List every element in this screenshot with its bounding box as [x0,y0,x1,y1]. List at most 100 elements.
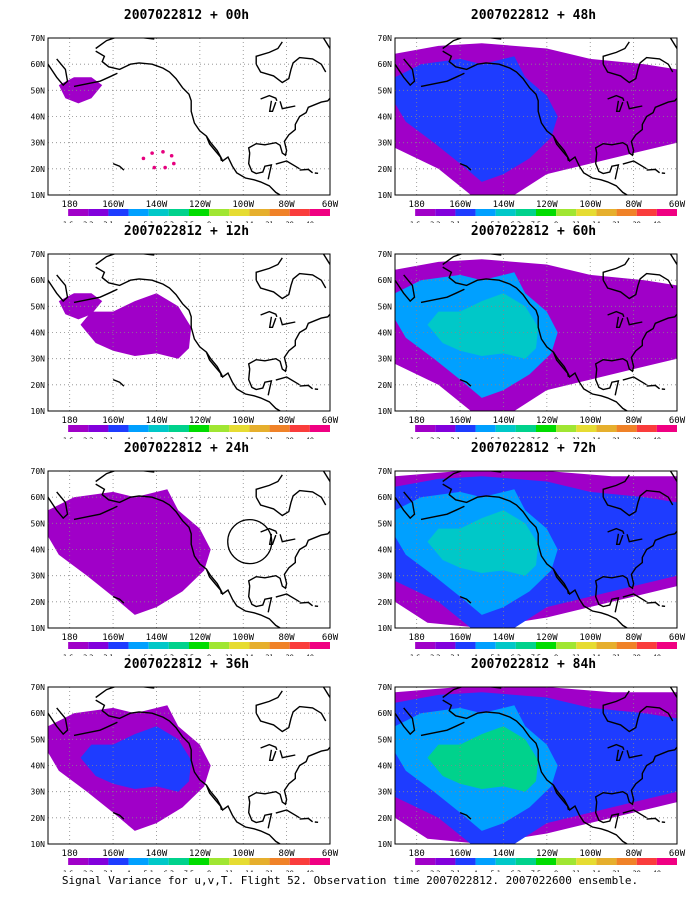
colorbar-label: 1.6 [410,220,420,223]
colorbar-swatch [435,209,456,216]
colorbar-swatch [48,858,69,865]
longitude-label: 180 [62,416,78,426]
longitude-label: 140W [493,200,515,210]
colorbar-label: 1.6 [410,653,420,656]
forecast-panel: 2007022812 + 00h 70N 60N 50N 40N 30N 20N 10N 180… [14,8,359,223]
colorbar-label: 29 [286,653,294,656]
figure-caption: Signal Variance for u,v,T. Flight 52. Ob… [61,874,639,887]
latitude-label: 10N [31,840,46,849]
longitude-label: 80W [278,200,295,210]
colorbar-swatch [415,858,436,865]
colorbar-label: 6.3 [511,653,521,656]
latitude-label: 70N [378,683,393,692]
coastline [205,784,223,811]
colorbar-swatch [309,858,330,865]
colorbar-swatch [656,425,677,432]
colorbar-swatch [395,425,416,432]
colorbar-label: 29 [633,220,641,223]
colorbar-swatch [269,209,290,216]
latitude-label: 50N [31,735,46,744]
coastline [646,384,661,390]
latitude-label: 60N [378,493,393,502]
colorbar-label: 11 [225,869,233,872]
colorbar-swatch [209,209,230,216]
latitude-label: 60N [31,709,46,718]
coastline [322,254,330,265]
coastline [594,802,620,829]
coastline [420,721,465,737]
coastline [395,274,416,303]
coastline [615,100,624,113]
longitude-label: 60W [322,200,339,210]
longitude-label: 60W [322,416,339,426]
colorbar-swatch [636,425,657,432]
colorbar-label: 40 [653,436,661,439]
colorbar-label: 14 [592,436,600,439]
latitude-label: 70N [31,467,46,476]
colorbar-swatch [289,425,310,432]
latitude-label: 10N [378,624,393,633]
coastline [279,317,296,326]
coastline [255,41,283,65]
coastline [48,274,69,303]
variance-contour [395,56,558,182]
coastline [73,72,118,88]
colorbar-label: 9 [554,869,558,872]
colorbar-swatch [289,642,310,649]
colorbar-label: 21 [612,653,620,656]
variance-map: 70N 60N 50N 40N 30N 20N 10N 180 160W 140W 120W 100W… [378,250,686,439]
colorbar-swatch [616,209,637,216]
coastline [299,384,314,390]
variance-contour [48,489,211,615]
longitude-label: 120W [536,633,558,643]
colorbar-label: 3.1 [450,869,460,872]
colorbar-swatch [616,858,637,865]
colorbar-label: 4 [127,220,131,223]
colorbar-label: 14 [245,220,253,223]
coastline [626,534,643,543]
latitude-label: 50N [31,86,46,95]
latitude-label: 60N [31,60,46,69]
coastline [260,310,278,318]
longitude-label: 80W [625,416,642,426]
coastline [260,94,278,102]
latitude-label: 20N [378,598,393,607]
colorbar-swatch [596,425,617,432]
coastline [552,568,570,595]
colorbar-label: 5.1 [144,653,154,656]
coastline [395,58,416,87]
latitude-label: 60N [378,276,393,285]
colorbar-swatch [309,209,330,216]
longitude-label: 60W [669,200,686,210]
latitude-label: 30N [378,788,393,797]
coastline [646,168,661,174]
colorbar-label: 29 [286,436,294,439]
colorbar-swatch [395,858,416,865]
colorbar-label: 11 [572,436,580,439]
panel-title: 2007022812 + 36h [123,657,250,672]
colorbar-swatch [415,642,436,649]
longitude-label: 100W [579,849,601,859]
colorbar-label: 1.6 [410,869,420,872]
latitude-label: 70N [378,467,393,476]
colorbar-swatch [148,858,169,865]
colorbar-swatch [596,858,617,865]
colorbar-label: 7.5 [531,220,541,223]
colorbar-label: 3.1 [103,220,113,223]
latitude-label: 10N [378,191,393,200]
coastline [260,527,278,535]
coastline [602,489,674,517]
coastline [459,162,472,171]
colorbar-label: 1.6 [63,653,73,656]
longitude-label: 100W [579,633,601,643]
longitude-label: 140W [493,849,515,859]
coastline [275,376,300,386]
colorbar-swatch [636,209,657,216]
colorbar-swatch [435,858,456,865]
colorbar-label: 3.1 [450,653,460,656]
colorbar-label: 21 [265,220,273,223]
colorbar-swatch [88,858,109,865]
coastline [73,288,118,304]
latitude-label: 20N [31,814,46,823]
coastline [95,699,281,844]
